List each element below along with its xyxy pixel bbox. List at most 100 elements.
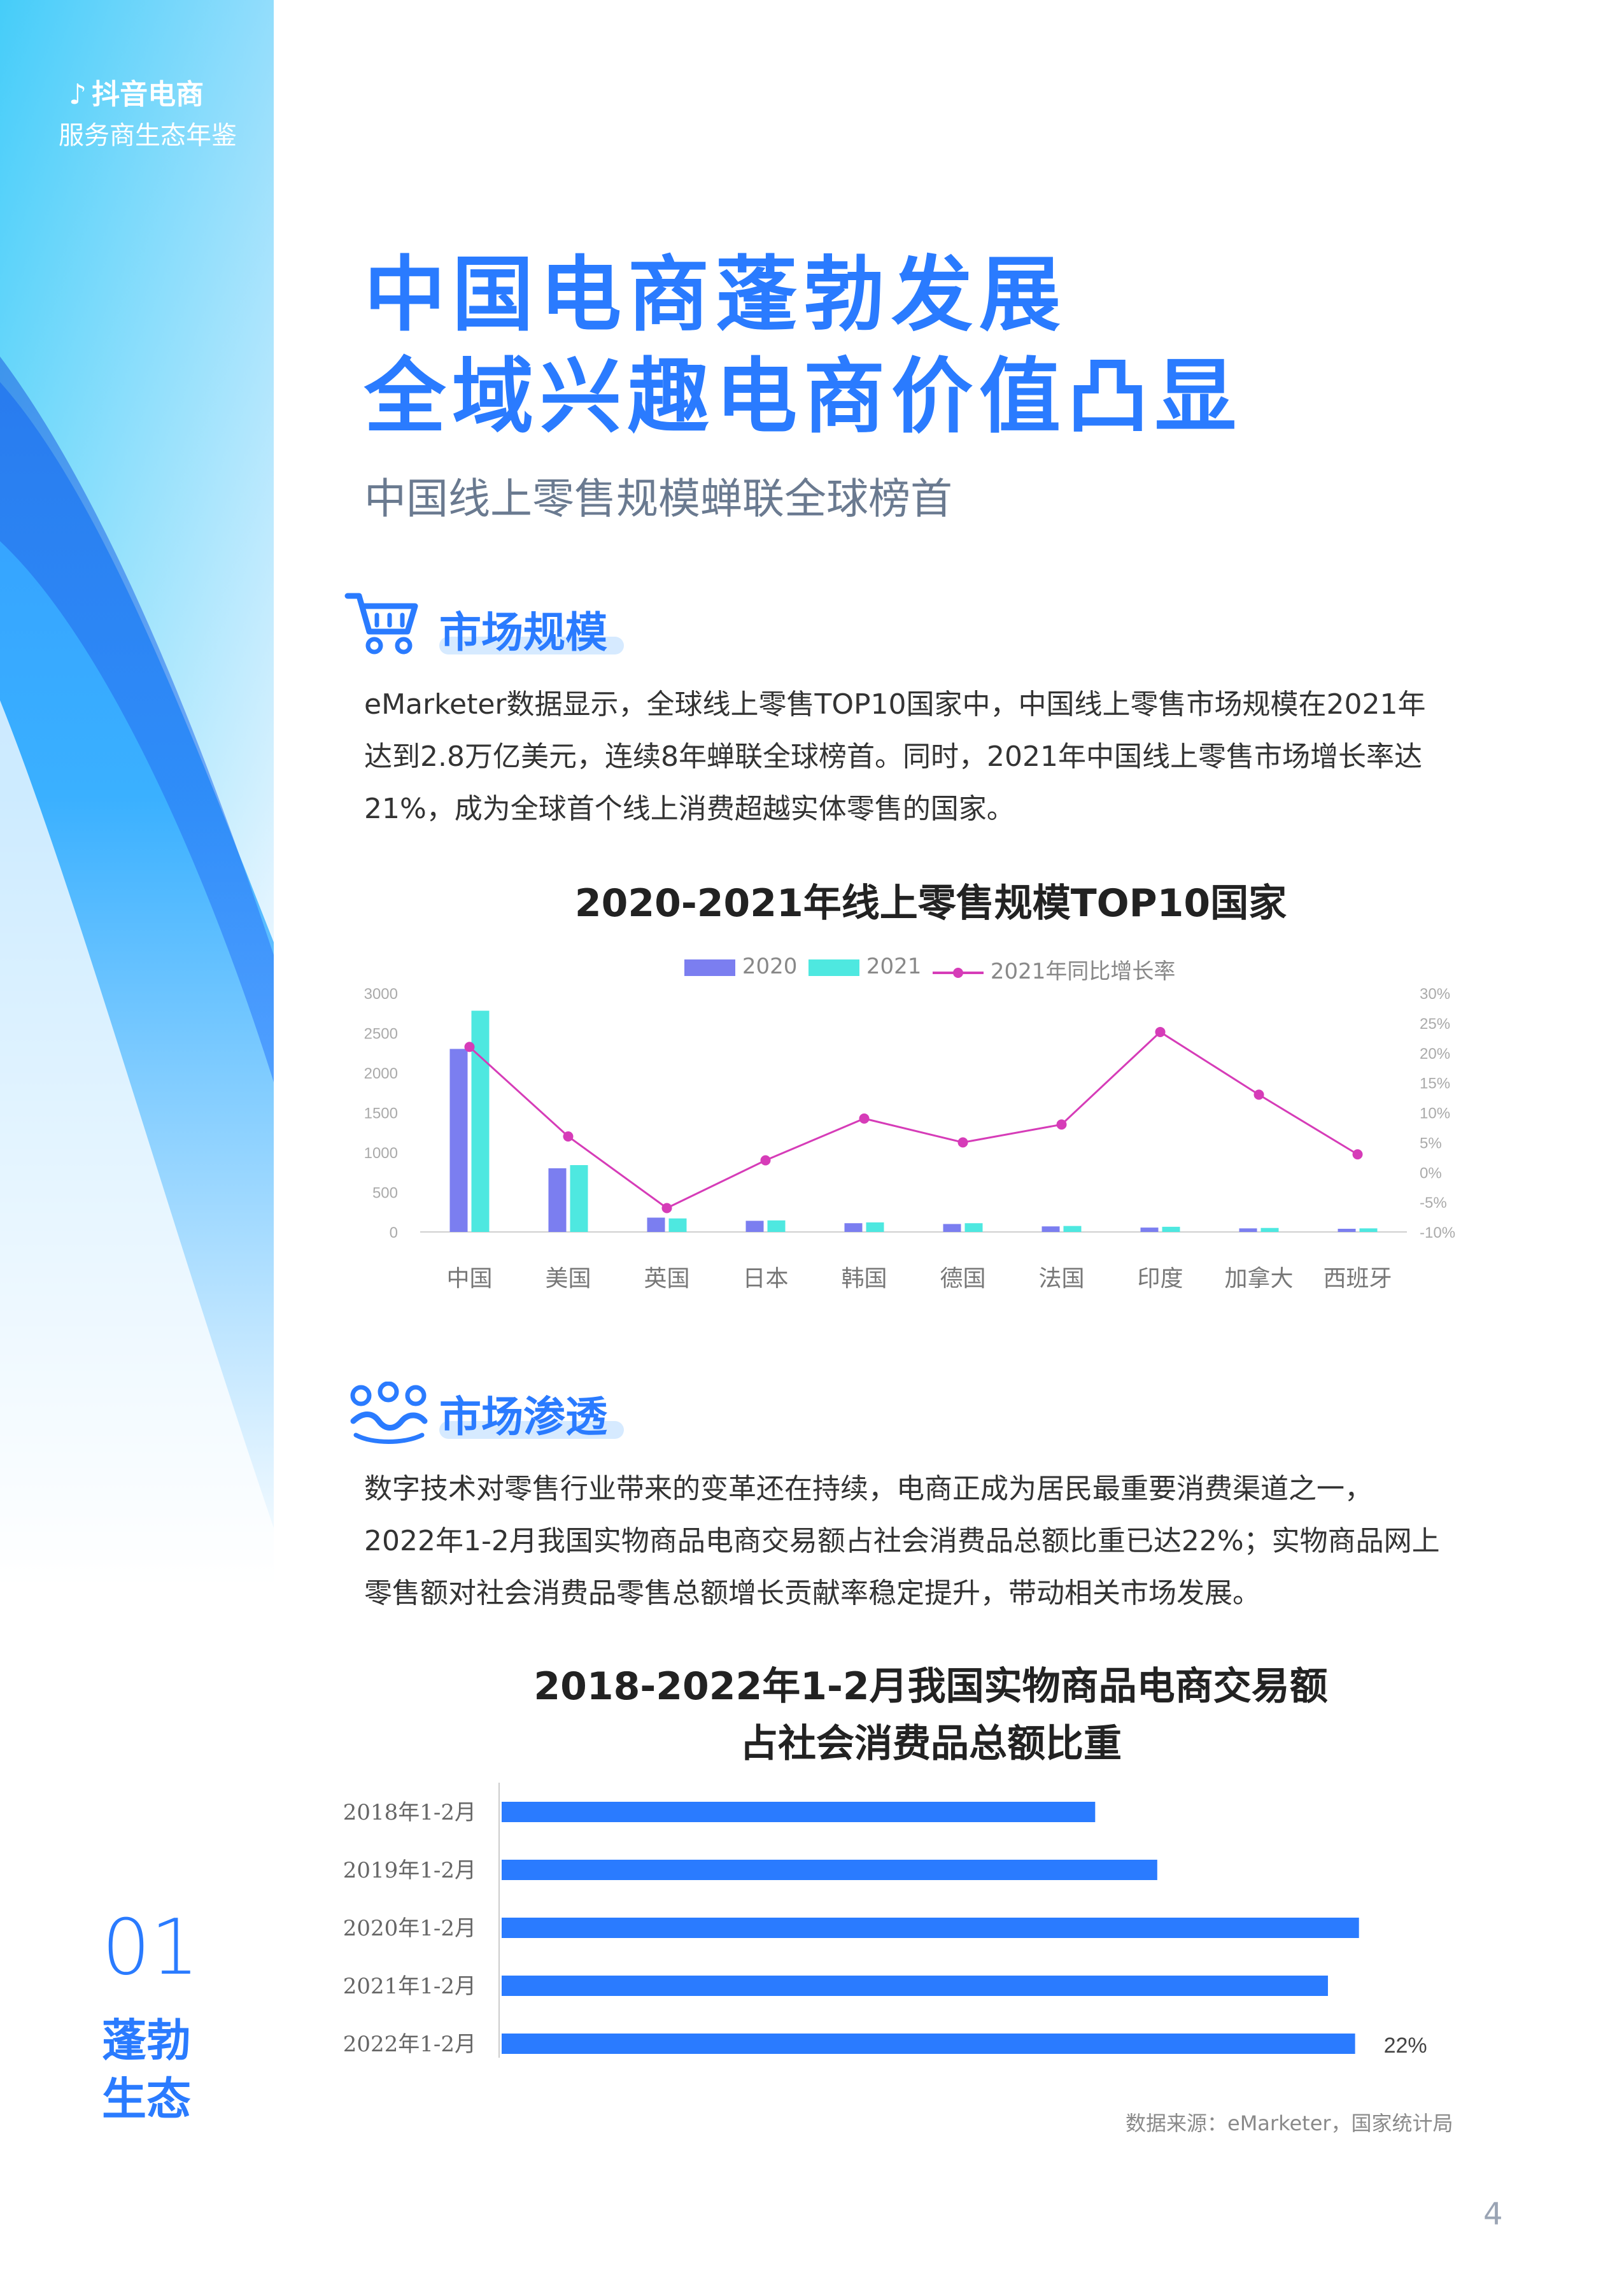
x-tick-label: 印度 (1137, 1266, 1183, 1292)
category-label: 2022年1-2月 (343, 2032, 476, 2057)
share-bar (502, 1976, 1328, 1996)
category-label: 2020年1-2月 (343, 1916, 476, 1941)
legend-label: 2020 (742, 954, 798, 979)
y2-tick-label: -10% (1420, 1224, 1455, 1242)
brand-logo: ♪ 抖音电商 (69, 71, 204, 112)
paragraph-market-size: eMarketer数据显示，全球线上零售TOP10国家中，中国线上零售市场规模在… (364, 679, 1497, 835)
bar-2020 (548, 1168, 567, 1232)
x-tick-label: 日本 (742, 1266, 788, 1292)
x-tick-label: 加拿大 (1224, 1266, 1293, 1292)
share-bar (502, 1918, 1359, 1938)
bar-2021 (767, 1220, 786, 1232)
y-tick-label: 3000 (364, 986, 398, 1003)
legend-label: 2021年同比增长率 (990, 959, 1176, 984)
x-tick-label: 韩国 (841, 1266, 887, 1292)
bar-2020 (647, 1217, 665, 1232)
share-bar (502, 2034, 1355, 2054)
y-tick-label: 2000 (364, 1065, 398, 1082)
legend-item-2021: 2021 (808, 954, 921, 979)
y2-tick-label: 0% (1420, 1164, 1442, 1182)
growth-rate-point (1253, 1089, 1264, 1100)
bar-2021 (1260, 1227, 1279, 1232)
section-title-highlight (439, 1421, 624, 1439)
section-title-market-penetration: 市场渗透 (439, 1392, 607, 1441)
bar-2021 (1063, 1226, 1082, 1232)
bar-2021 (866, 1222, 884, 1232)
growth-rate-point (1155, 1026, 1166, 1037)
legend-swatch-2020 (684, 959, 735, 976)
growth-rate-point (464, 1042, 475, 1052)
growth-rate-point (661, 1203, 672, 1213)
bar-2020 (1140, 1227, 1159, 1232)
category-label: 2018年1-2月 (343, 1800, 476, 1825)
bar-2020 (449, 1049, 468, 1232)
decorative-background (0, 0, 274, 1592)
category-label: 2019年1-2月 (343, 1858, 476, 1883)
bar-2021 (668, 1218, 687, 1232)
share-bar (502, 1860, 1157, 1880)
y-tick-label: 500 (372, 1185, 398, 1202)
legend-label: 2021 (866, 954, 922, 979)
category-label: 2021年1-2月 (343, 1974, 476, 1999)
bar-2020 (745, 1220, 764, 1232)
shopping-cart-icon (344, 593, 418, 654)
page-title-line2: 全域兴趣电商价值凸显 (364, 350, 1243, 444)
growth-rate-point (1352, 1149, 1363, 1160)
y-tick-label: 1000 (364, 1145, 398, 1162)
section-title-market-size: 市场规模 (439, 608, 607, 657)
growth-rate-point (859, 1113, 870, 1124)
share-bar (502, 1802, 1096, 1822)
legend-item-2020: 2020 (684, 954, 797, 979)
growth-rate-point (760, 1155, 771, 1166)
bar-2021 (964, 1223, 983, 1232)
legend-item-growth: 2021年同比增长率 (933, 954, 1175, 985)
side-section-name-line2: 生态 (102, 2073, 191, 2125)
growth-rate-point (1056, 1119, 1067, 1130)
page-subtitle: 中国线上零售规模蝉联全球榜首 (364, 474, 952, 523)
x-tick-label: 西班牙 (1323, 1266, 1392, 1292)
bar-2021 (570, 1165, 588, 1232)
paragraph-line: 2022年1-2月我国实物商品电商交易额占社会消费品总额比重已达22%；实物商品… (364, 1525, 1440, 1557)
bar-2020 (1338, 1229, 1356, 1232)
y2-tick-label: -5% (1420, 1194, 1447, 1212)
location-pins-icon (350, 1382, 428, 1444)
bar-2021 (1359, 1228, 1378, 1232)
bar-2020 (1041, 1226, 1060, 1232)
bar-2021 (1162, 1226, 1180, 1232)
paragraph-line: 数字技术对零售行业带来的变革还在持续，电商正成为居民最重要消费渠道之一， (364, 1473, 1373, 1505)
section-title-highlight (439, 637, 624, 654)
paragraph-line: 零售额对社会消费品零售总额增长贡献率稳定提升，带动相关市场发展。 (364, 1577, 1260, 1609)
legend-swatch-2021 (808, 959, 859, 976)
x-tick-label: 英国 (644, 1266, 689, 1292)
y-tick-label: 2500 (364, 1026, 398, 1043)
chart-title: 2020-2021年线上零售规模TOP10国家 (574, 881, 1287, 926)
chart-title-line1: 2018-2022年1-2月我国实物商品电商交易额 (533, 1664, 1328, 1709)
brand-name: 抖音电商 (92, 78, 204, 111)
data-label: 22% (1384, 2034, 1427, 2058)
x-tick-label: 美国 (545, 1266, 591, 1292)
y2-tick-label: 10% (1420, 1105, 1450, 1122)
y2-tick-label: 5% (1420, 1135, 1442, 1152)
bar-2020 (943, 1224, 961, 1232)
chart-title-line2: 占社会消费品总额比重 (740, 1722, 1122, 1766)
online-retail-bar-line-chart: 3000 2500 2000 1500 1000 500 0 30% 25% 20% 15% 10% 5… (364, 986, 1455, 1292)
y-tick-label: 1500 (364, 1105, 398, 1122)
side-section-number: 01 (102, 1904, 199, 1992)
bar-2020 (844, 1223, 863, 1232)
y2-tick-label: 20% (1420, 1045, 1450, 1063)
growth-rate-point (563, 1131, 574, 1142)
page-title-line1: 中国电商蓬勃发展 (364, 248, 1068, 343)
side-section-name-line1: 蓬勃 (102, 2014, 191, 2067)
paragraph-line: 21%，成为全球首个线上消费超越实体零售的国家。 (364, 793, 1015, 825)
paragraph-line: 达到2.8万亿美元，连续8年蝉联全球榜首。同时，2021年中国线上零售市场增长率… (364, 740, 1422, 773)
y2-tick-label: 30% (1420, 986, 1450, 1003)
brand-subtitle: 服务商生态年鉴 (59, 121, 237, 150)
paragraph-market-penetration: 数字技术对零售行业带来的变革还在持续，电商正成为居民最重要消费渠道之一， 202… (364, 1463, 1497, 1620)
ecommerce-share-bar-chart: 2018年1-2月 2019年1-2月 2020年1-2月 2021年1-2月 2022… (343, 1783, 1427, 2058)
growth-rate-line (469, 1031, 1359, 1210)
page-number: 4 (1483, 2197, 1503, 2232)
legend-line-swatch (933, 967, 984, 978)
y2-tick-label: 25% (1420, 1015, 1450, 1033)
y2-tick-label: 15% (1420, 1075, 1450, 1093)
x-tick-label: 法国 (1038, 1266, 1084, 1292)
